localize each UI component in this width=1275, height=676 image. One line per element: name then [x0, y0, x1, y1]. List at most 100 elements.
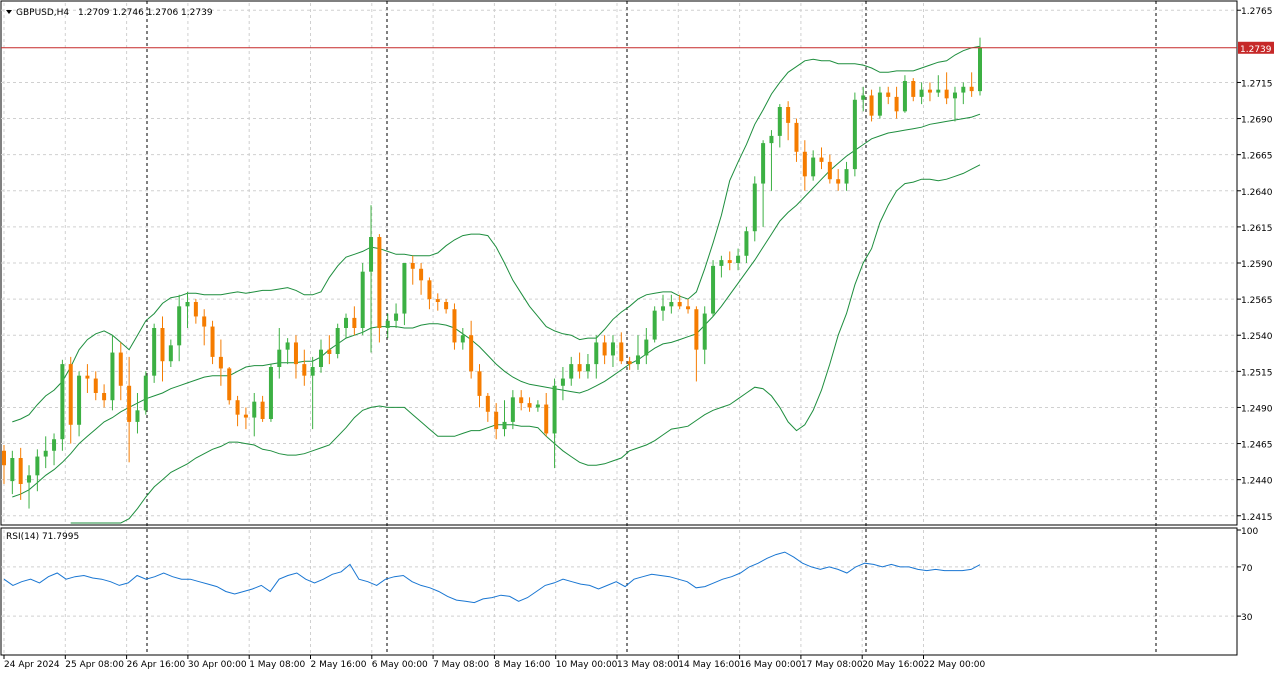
- candle[interactable]: [419, 263, 424, 295]
- candle[interactable]: [60, 359, 65, 451]
- candle[interactable]: [619, 332, 624, 365]
- candle[interactable]: [369, 205, 374, 353]
- candle[interactable]: [702, 306, 707, 365]
- candle[interactable]: [769, 130, 774, 191]
- candle[interactable]: [68, 356, 73, 444]
- candle[interactable]: [560, 367, 565, 401]
- candle[interactable]: [861, 86, 866, 112]
- candle[interactable]: [836, 169, 841, 191]
- candle[interactable]: [802, 140, 807, 191]
- candle[interactable]: [135, 393, 140, 434]
- candle[interactable]: [961, 82, 966, 105]
- candle[interactable]: [143, 371, 148, 415]
- candle[interactable]: [18, 447, 23, 500]
- candle[interactable]: [585, 354, 590, 379]
- candle[interactable]: [427, 277, 432, 310]
- candle[interactable]: [661, 294, 666, 321]
- candle[interactable]: [577, 352, 582, 379]
- candle[interactable]: [193, 299, 198, 324]
- candle[interactable]: [502, 400, 507, 437]
- candle[interactable]: [777, 104, 782, 148]
- candle[interactable]: [2, 445, 6, 484]
- candle[interactable]: [185, 291, 190, 328]
- candle[interactable]: [477, 364, 482, 408]
- candle[interactable]: [852, 92, 857, 177]
- candle[interactable]: [927, 82, 932, 102]
- candle[interactable]: [644, 328, 649, 365]
- candle[interactable]: [736, 248, 741, 271]
- candle[interactable]: [268, 364, 273, 422]
- candle[interactable]: [911, 78, 916, 102]
- candle[interactable]: [168, 339, 173, 367]
- candle[interactable]: [919, 82, 924, 105]
- candle[interactable]: [277, 328, 282, 379]
- candle[interactable]: [344, 313, 349, 339]
- candle[interactable]: [694, 306, 699, 382]
- candle[interactable]: [327, 335, 332, 365]
- candle[interactable]: [819, 147, 824, 170]
- candle[interactable]: [43, 436, 48, 469]
- candle[interactable]: [93, 371, 98, 401]
- candle[interactable]: [452, 303, 457, 350]
- candle[interactable]: [627, 356, 632, 370]
- candle[interactable]: [235, 395, 240, 427]
- candle[interactable]: [260, 395, 265, 422]
- candle[interactable]: [152, 323, 157, 383]
- candle[interactable]: [569, 356, 574, 386]
- candle[interactable]: [127, 356, 132, 463]
- candle[interactable]: [302, 349, 307, 386]
- candle[interactable]: [444, 299, 449, 314]
- candle[interactable]: [635, 335, 640, 370]
- candle[interactable]: [969, 72, 974, 97]
- candle[interactable]: [160, 316, 165, 382]
- candle[interactable]: [469, 320, 474, 379]
- candle[interactable]: [669, 294, 674, 314]
- candle[interactable]: [293, 335, 298, 379]
- candle[interactable]: [886, 86, 891, 105]
- candle[interactable]: [285, 338, 290, 365]
- candle[interactable]: [552, 378, 557, 469]
- candle[interactable]: [519, 390, 524, 411]
- candle[interactable]: [744, 226, 749, 263]
- candle[interactable]: [952, 86, 957, 122]
- candle[interactable]: [352, 306, 357, 336]
- candle[interactable]: [360, 263, 365, 336]
- candle[interactable]: [377, 234, 382, 343]
- candle[interactable]: [85, 364, 90, 393]
- candle[interactable]: [394, 303, 399, 328]
- time-axis[interactable]: 24 Apr 2024 25 Apr 08:00 26 Apr 16:00 30 Ap…: [3, 655, 985, 670]
- candle[interactable]: [102, 384, 107, 408]
- candle[interactable]: [652, 306, 657, 343]
- candle[interactable]: [844, 161, 849, 191]
- candle[interactable]: [827, 154, 832, 184]
- candle[interactable]: [210, 320, 215, 365]
- candle[interactable]: [402, 263, 407, 326]
- candle[interactable]: [711, 260, 716, 317]
- candle[interactable]: [110, 335, 115, 411]
- candle[interactable]: [527, 397, 532, 412]
- candle[interactable]: [335, 323, 340, 359]
- candle[interactable]: [460, 328, 465, 350]
- candle[interactable]: [252, 393, 257, 437]
- candle[interactable]: [227, 367, 232, 405]
- candle[interactable]: [535, 400, 540, 412]
- candle[interactable]: [877, 86, 882, 119]
- symbol-menu-triangle-icon[interactable]: [6, 10, 12, 14]
- candle[interactable]: [936, 75, 941, 97]
- candle[interactable]: [118, 342, 123, 401]
- candle[interactable]: [902, 75, 907, 113]
- candle[interactable]: [243, 407, 248, 430]
- candle[interactable]: [752, 176, 757, 242]
- candle[interactable]: [811, 150, 816, 181]
- candlesticks[interactable]: [2, 37, 982, 509]
- candle[interactable]: [10, 450, 15, 495]
- candle[interactable]: [27, 465, 32, 509]
- candle[interactable]: [610, 335, 615, 367]
- candle[interactable]: [77, 371, 82, 437]
- candle[interactable]: [318, 339, 323, 373]
- candle[interactable]: [410, 255, 415, 285]
- candle[interactable]: [761, 140, 766, 227]
- candle[interactable]: [218, 339, 223, 386]
